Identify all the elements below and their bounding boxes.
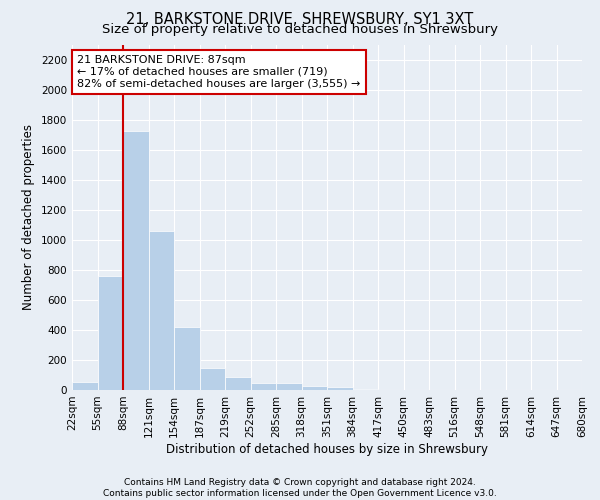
Y-axis label: Number of detached properties: Number of detached properties [22, 124, 35, 310]
Text: Size of property relative to detached houses in Shrewsbury: Size of property relative to detached ho… [102, 22, 498, 36]
Bar [199, 368, 225, 390]
Bar [302, 386, 327, 390]
Bar [251, 382, 276, 390]
Bar [72, 382, 97, 390]
Bar [97, 276, 123, 390]
Text: 21 BARKSTONE DRIVE: 87sqm
← 17% of detached houses are smaller (719)
82% of semi: 21 BARKSTONE DRIVE: 87sqm ← 17% of detac… [77, 56, 361, 88]
Bar [225, 378, 251, 390]
Text: Contains HM Land Registry data © Crown copyright and database right 2024.
Contai: Contains HM Land Registry data © Crown c… [103, 478, 497, 498]
Bar [276, 383, 302, 390]
Bar [353, 388, 378, 390]
Bar [327, 387, 353, 390]
X-axis label: Distribution of detached houses by size in Shrewsbury: Distribution of detached houses by size … [166, 442, 488, 456]
Bar [174, 327, 199, 390]
Bar [123, 130, 149, 390]
Bar [149, 231, 174, 390]
Text: 21, BARKSTONE DRIVE, SHREWSBURY, SY1 3XT: 21, BARKSTONE DRIVE, SHREWSBURY, SY1 3XT [127, 12, 473, 28]
